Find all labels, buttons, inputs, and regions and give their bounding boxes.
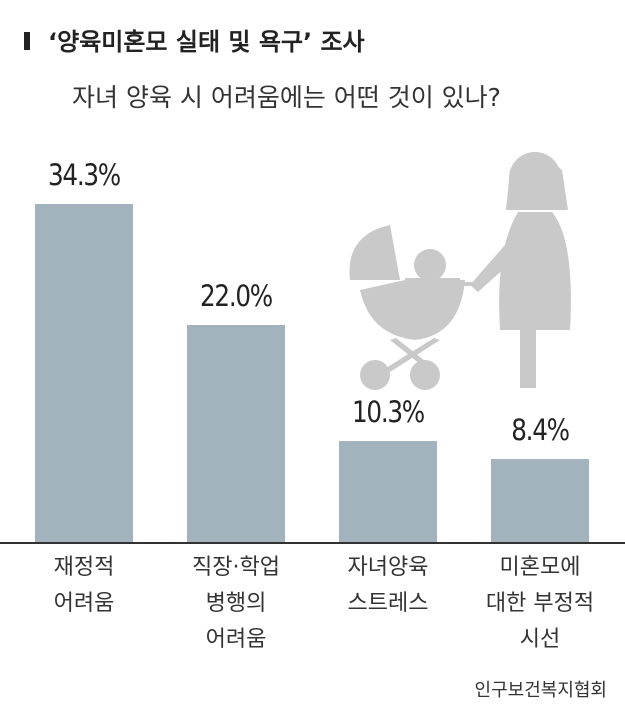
illustration [349, 152, 571, 390]
bar [35, 204, 133, 542]
value-label: 8.4% [511, 413, 570, 448]
source: 인구보건복지협회 [474, 680, 607, 701]
x-tick-label: 자녀양육 스트레스 [347, 555, 429, 616]
x-tick-label: 직장·학업 병행의 어려움 [192, 555, 280, 652]
value-label: 22.0% [200, 279, 273, 314]
baseline [0, 542, 625, 544]
bar [339, 440, 437, 542]
chart-title: ‘양육미혼모 실태 및 욕구’ 조사 [48, 28, 365, 56]
x-tick-label: 재정적 어려움 [53, 555, 115, 616]
chart-subtitle: 자녀 양육 시 어려움에는 어떤 것이 있나? [72, 83, 501, 112]
value-label: 34.3% [48, 158, 121, 192]
bar [491, 459, 589, 542]
bar [187, 325, 285, 542]
x-tick-label: 미혼모에 대한 부정적 시선 [485, 555, 595, 652]
value-label: 10.3% [352, 394, 425, 429]
title-marker [24, 32, 30, 50]
